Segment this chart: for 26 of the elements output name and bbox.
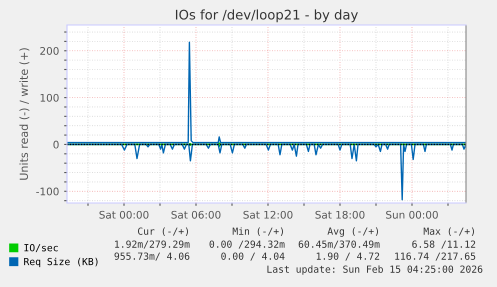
text: Last update: Sun Feb 15 04:25:00 2026 [267, 265, 482, 275]
text: 0.00 /294.32m [210, 240, 285, 249]
text: 0.00 / 4.04 [221, 252, 285, 261]
legend-label: Req Size (KB) [24, 258, 98, 268]
text: 1.92m/279.29m [115, 240, 190, 249]
legend-label: IO/sec [24, 244, 58, 252]
x-tick-label: Sat 00:00 [99, 210, 149, 219]
text: Cur (-/+) [138, 227, 188, 236]
y-tick-label: -100 [36, 188, 59, 196]
y-tick-label: 0 [53, 140, 59, 149]
text: 1.90 / 4.72 [316, 252, 380, 261]
text: 955.73m/ 4.06 [114, 252, 190, 261]
y-tick-label: 100 [40, 94, 59, 102]
x-tick-label: Sun 00:00 [386, 210, 438, 219]
x-tick-label: Sat 18:00 [315, 210, 365, 219]
x-tick-label: Sat 12:00 [243, 210, 293, 219]
text: Min (-/+) [232, 227, 283, 236]
text: 116.74 /217.65 [395, 252, 476, 261]
x-tick-label: Sat 06:00 [171, 210, 221, 219]
text: Max (-/+) [424, 227, 474, 236]
text: 6.58 /11.12 [412, 240, 476, 249]
chart-title: IOs for /dev/loop21 - by day [176, 9, 358, 22]
text: 60.45m/370.49m [298, 240, 380, 249]
text: Avg (-/+) [328, 227, 378, 237]
y-axis-title: Units read (-) / write (+) [19, 48, 30, 180]
y-tick-label: 200 [40, 46, 59, 55]
